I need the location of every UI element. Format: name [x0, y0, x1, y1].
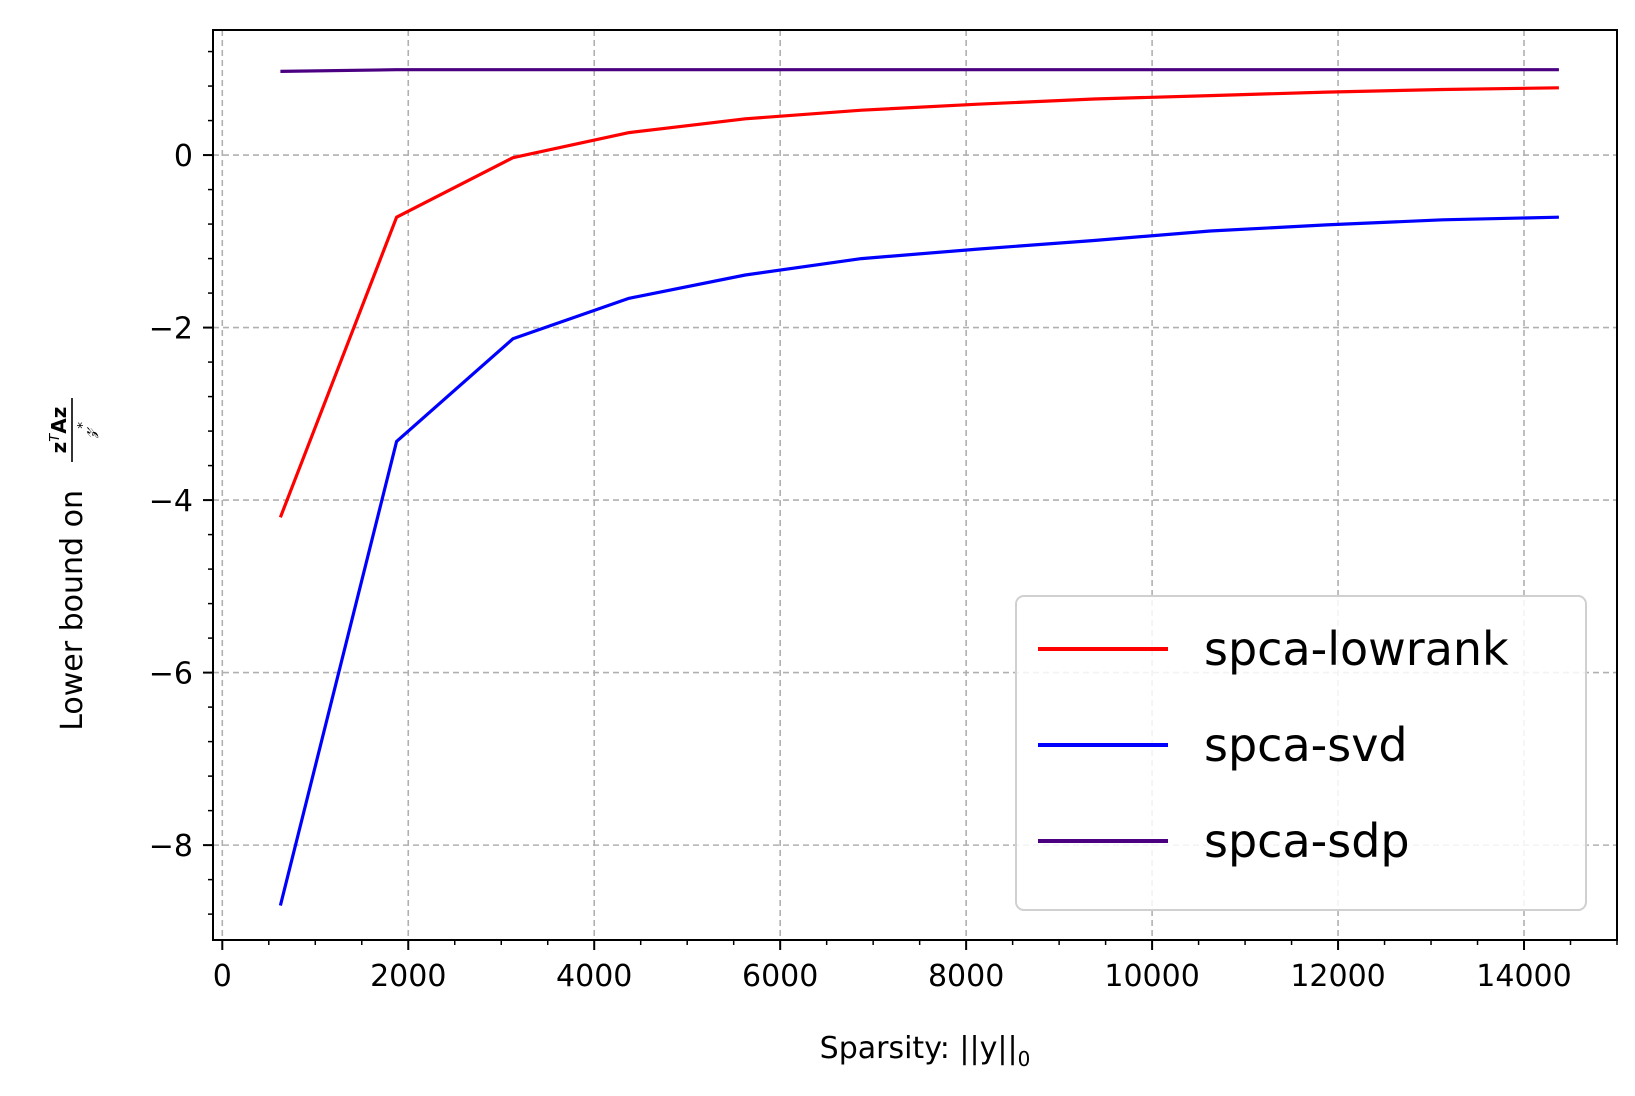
legend-label-spca-sdp: spca-sdp [1204, 814, 1410, 868]
y-axis-label-numerator: zTAz [47, 407, 71, 454]
x-axis-label-main: Sparsity: ||y|| [820, 1031, 1018, 1066]
legend-box [1015, 595, 1587, 911]
y-axis-label-denominator: 𝓏* [75, 422, 99, 439]
x-tick-label: 6000 [742, 959, 818, 994]
y-axis-label-numerator-z: z [47, 442, 71, 454]
y-axis-label-denominator-sup: * [76, 422, 91, 429]
y-axis-label-numerator-sup: T [48, 433, 63, 442]
x-tick-label: 2000 [370, 959, 446, 994]
x-tick-label: 12000 [1290, 959, 1385, 994]
y-tick-label: −8 [149, 829, 193, 864]
x-axis-label-subscript: 0 [1018, 1047, 1031, 1071]
y-axis-label-denominator-z: 𝓏 [75, 427, 99, 439]
y-axis-label-fraction: zTAz 𝓏* [47, 398, 99, 462]
y-axis-label-text: Lower bound on [55, 490, 90, 731]
axis-ticks: 0 2000 4000 6000 8000 10000 12000 14000 −8 −6 −4 −2… [149, 50, 1618, 994]
series-line-spca-svd [278, 215, 1559, 906]
y-tick-label: −4 [149, 484, 193, 519]
x-tick-label: 8000 [928, 959, 1004, 994]
y-tick-label: 0 [174, 139, 193, 174]
series-line-spca-sdp [280, 68, 1559, 73]
plot-frame [212, 29, 1618, 941]
legend-label-spca-svd: spca-svd [1204, 718, 1408, 772]
series-line-spca-lowrank [278, 86, 1559, 518]
y-tick-label: −2 [149, 312, 193, 347]
legend: spca-lowrank spca-svd spca-sdp [1015, 595, 1587, 911]
x-tick-label: 14000 [1476, 959, 1571, 994]
x-tick-label: 0 [213, 959, 232, 994]
series-lines [278, 68, 1559, 906]
x-tick-label: 10000 [1104, 959, 1199, 994]
x-axis-label: Sparsity: ||y||0 [820, 1031, 1031, 1071]
x-tick-label: 4000 [556, 959, 632, 994]
y-tick-label: −6 [149, 657, 193, 692]
y-axis-label-numerator-rest: Az [47, 407, 71, 434]
legend-label-spca-lowrank: spca-lowrank [1204, 622, 1509, 676]
y-axis-label: Lower bound on zTAz 𝓏* [47, 398, 99, 731]
